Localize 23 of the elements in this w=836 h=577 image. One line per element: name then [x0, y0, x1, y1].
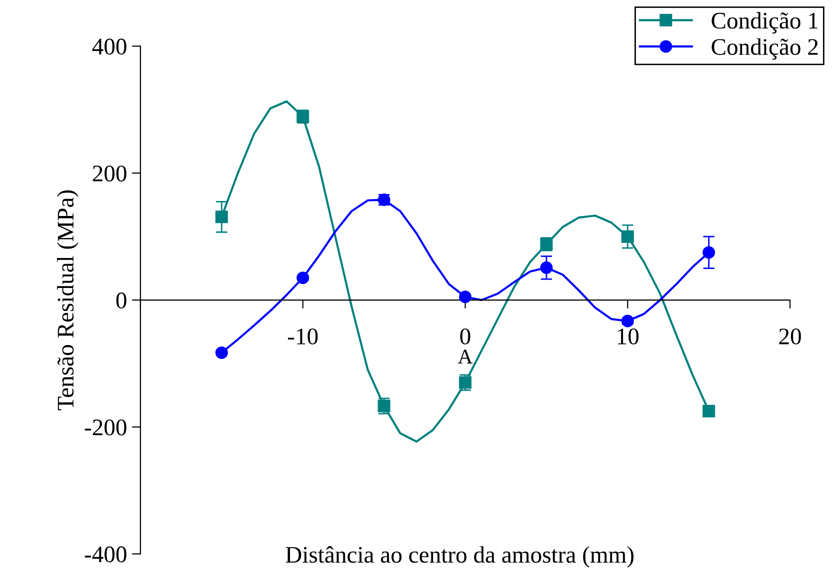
y-tick-label: -200 [84, 419, 126, 436]
annotation: A [458, 350, 473, 364]
point [215, 210, 228, 224]
y-tick-label: 200 [92, 166, 126, 182]
point [458, 290, 472, 304]
y-tick-label: 400 [92, 38, 126, 55]
point [296, 272, 310, 284]
x-axis-title: Distância ao centro da amostra (mm) [286, 546, 634, 568]
legend-label: Condição 1 [712, 12, 818, 34]
y-tick-label: 0 [116, 292, 126, 308]
y-tick-label: -400 [84, 546, 126, 562]
point [621, 314, 634, 328]
x-tick-label: 0 [460, 328, 470, 344]
y-axis-title: Tensão Residual (MPa) [57, 190, 78, 410]
point [702, 246, 716, 259]
x-tick-label: 10 [618, 328, 639, 344]
point [621, 230, 634, 243]
x-tick-label: -10 [288, 328, 318, 344]
point [215, 346, 228, 359]
point [540, 261, 553, 274]
point [702, 404, 716, 418]
legend-label: Condição 2 [712, 38, 818, 60]
x-tick-label: 20 [779, 328, 801, 344]
